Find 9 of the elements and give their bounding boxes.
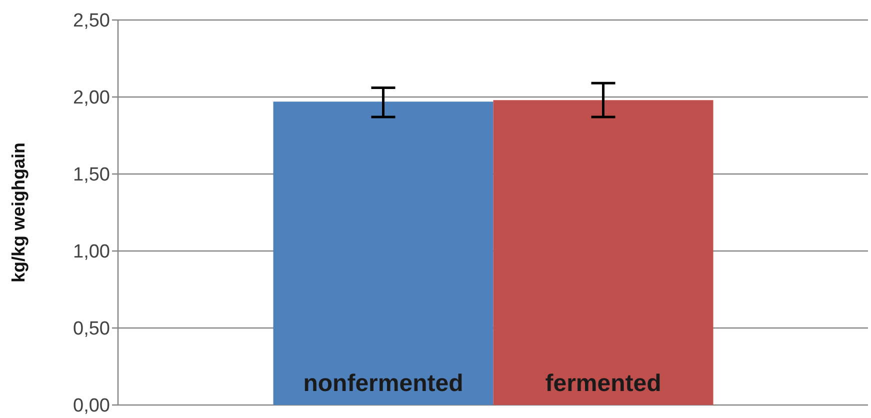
y-tick-label: 2,00 [73,88,110,109]
y-axis-title: kg/kg weighgain [8,142,28,283]
y-tick-label: 0,50 [73,318,110,340]
y-tick-label: 0,00 [73,396,110,417]
series-label: fermented [545,370,662,397]
y-tick-label: 2,50 [73,10,110,32]
y-tick-label: 1,50 [73,164,110,186]
series-label: nonfermented [303,370,464,397]
y-tick-label: 1,00 [73,242,110,263]
